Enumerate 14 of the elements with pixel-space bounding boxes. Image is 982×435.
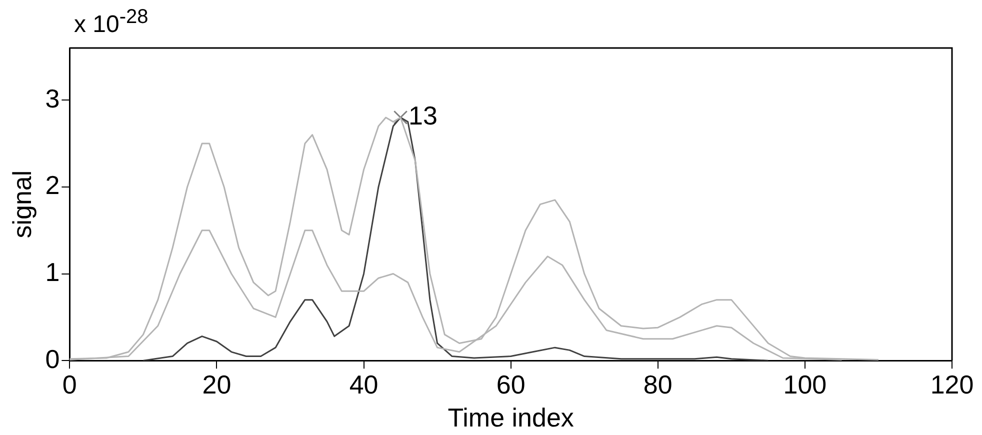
- y-tick-label: 1: [45, 256, 60, 287]
- x-tick-label: 100: [783, 369, 827, 400]
- x-axis-title: Time index: [448, 402, 574, 433]
- y-axis-title: signal: [6, 170, 37, 238]
- y-tick-label: 2: [45, 170, 60, 200]
- text: x 10$^{-28}$: [74, 6, 148, 39]
- x-tick-label: 80: [643, 369, 672, 400]
- x-tick-label: 20: [202, 369, 232, 400]
- annotation: 13: [408, 100, 438, 131]
- x-tick-label: 120: [930, 369, 974, 400]
- y-tick-label: 3: [45, 83, 60, 114]
- x-tick-label: 60: [496, 369, 526, 400]
- y-tick-label: 0: [45, 344, 60, 374]
- x-tick-label: 40: [349, 369, 378, 400]
